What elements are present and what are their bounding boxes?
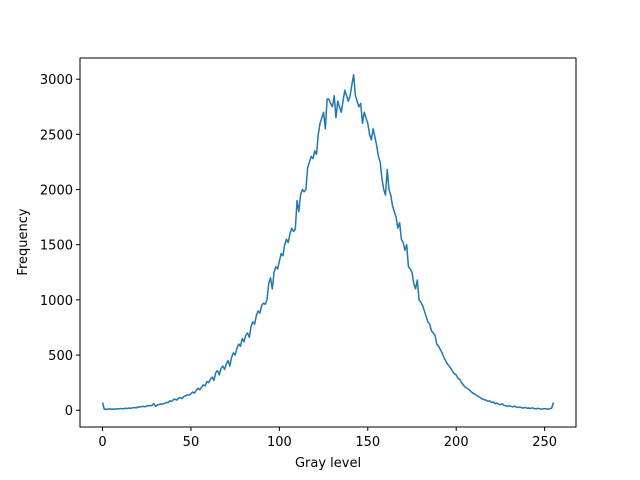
x-tick-label: 150 [355,435,380,450]
x-tick-label: 200 [444,435,469,450]
y-tick-label: 0 [65,404,73,419]
y-tick-label: 1000 [40,294,73,309]
plot-frame [79,57,577,428]
y-tick-label: 3000 [40,73,73,88]
y-axis-label: Frequency [16,208,31,275]
x-tick-label: 0 [98,435,106,450]
x-tick-label: 50 [183,435,200,450]
y-tick-label: 500 [48,349,73,364]
y-tick-label: 2000 [40,184,73,199]
y-tick-label: 2500 [40,128,73,143]
x-tick-label: 100 [267,435,292,450]
data-line [101,74,555,411]
y-tick-label: 1500 [40,239,73,254]
x-axis-label: Gray level [295,456,361,471]
x-tick-label: 250 [532,435,557,450]
